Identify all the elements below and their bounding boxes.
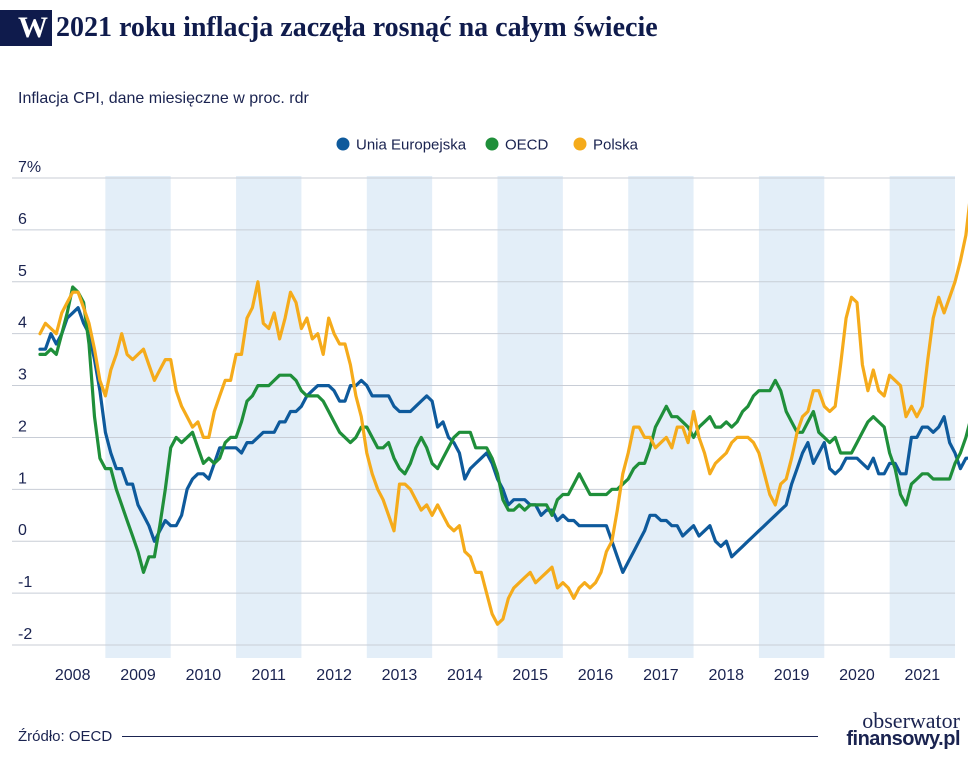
series-line-eu: [38, 306, 968, 575]
x-tick-label: 2020: [839, 667, 875, 684]
x-tick-label: 2015: [512, 667, 548, 684]
x-tick-label: 2017: [643, 667, 679, 684]
y-tick-label: 1: [18, 470, 27, 487]
x-tick-label: 2013: [382, 667, 418, 684]
year-band-2015: [497, 176, 563, 658]
x-tick-label: 2009: [120, 667, 156, 684]
x-tick-label: 2021: [905, 667, 941, 684]
legend-label: Unia Europejska: [356, 137, 467, 154]
legend-label: Polska: [593, 137, 639, 154]
year-band-2013: [366, 176, 433, 658]
legend-swatch: [336, 137, 350, 151]
y-tick-label: 2: [18, 418, 27, 435]
year-band-2011: [236, 176, 302, 658]
x-tick-label: 2018: [708, 667, 744, 684]
y-tick-label: 4: [18, 315, 27, 332]
x-tick-label: 2011: [252, 667, 287, 684]
x-tick-label: 2019: [774, 667, 810, 684]
x-tick-label: 2014: [447, 667, 483, 684]
logo-text-top: obserwator: [862, 708, 960, 733]
series-line-oecd: [38, 285, 968, 575]
y-tick-label: 6: [18, 211, 27, 228]
title-row: W 2021 roku inflacja zaczęła rosnąć na c…: [0, 10, 658, 46]
logo-text-bottom: finansowy.pl: [846, 728, 960, 750]
legend-swatch: [573, 137, 587, 151]
x-tick-label: 2010: [186, 667, 222, 684]
y-tick-label: 3: [18, 367, 27, 384]
x-tick-label: 2016: [578, 667, 614, 684]
x-tick-label: 2012: [316, 667, 352, 684]
chart-subtitle: Inflacja CPI, dane miesięczne w proc. rd…: [18, 90, 309, 107]
x-tick-label: 2008: [55, 667, 91, 684]
legend-label: OECD: [505, 137, 549, 154]
legend-swatch: [485, 137, 499, 151]
source-note: Źródło: OECD: [18, 728, 113, 745]
y-tick-label: 5: [18, 263, 27, 280]
series-line-pl: [38, 203, 968, 626]
y-tick-label: 0: [18, 522, 27, 539]
y-tick-label: 7%: [18, 159, 41, 176]
y-tick-label: -1: [18, 574, 32, 591]
title-badge: W: [0, 10, 52, 46]
chart-title: 2021 roku inflacja zaczęła rosnąć na cał…: [56, 12, 658, 43]
y-tick-label: -2: [18, 626, 32, 643]
publisher-logo: obserwator finansowy.pl: [830, 708, 960, 750]
footer-divider: [122, 736, 818, 737]
year-band-2009: [105, 176, 171, 658]
